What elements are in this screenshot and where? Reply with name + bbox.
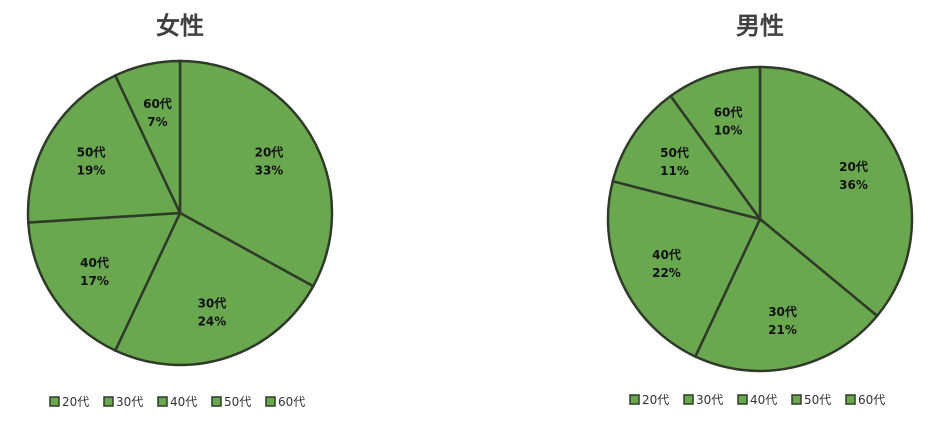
data-label-category-male-4: 60代: [714, 105, 743, 120]
data-label-percent-male-3: 11%: [660, 164, 689, 178]
data-label-percent-male-1: 21%: [768, 323, 797, 337]
legend-swatch-female-1: [103, 396, 114, 407]
legend-label-female-4: 60代: [278, 395, 305, 409]
legend-label-male-4: 60代: [858, 393, 885, 407]
pie-chart-male: 男性 20代 36% 30代 21% 40代 22% 50代 11% 60代 10% 20代 30代 40…: [606, 12, 914, 407]
data-label-percent-female-0: 33%: [255, 163, 284, 177]
pie-slice-male-60代: [668, 65, 762, 223]
legend-swatch-male-2: [737, 394, 748, 405]
pie-slice-male-30代: [693, 217, 879, 373]
pie-slice-female-40代: [26, 211, 183, 353]
legend-label-female-0: 20代: [62, 395, 89, 409]
pie-slice-male-20代: [758, 65, 914, 318]
pie-slice-female-50代: [26, 73, 182, 224]
data-label-percent-male-4: 10%: [714, 124, 743, 138]
data-label-percent-male-2: 22%: [652, 266, 681, 280]
legend-label-male-2: 40代: [750, 393, 777, 407]
legend-swatch-female-4: [265, 396, 276, 407]
legend-swatch-female-2: [157, 396, 168, 407]
data-label-percent-female-3: 19%: [77, 163, 106, 177]
data-label-percent-male-0: 36%: [839, 178, 868, 192]
pie-slice-female-20代: [178, 59, 334, 288]
legend-swatch-male-4: [845, 394, 856, 405]
legend-swatch-male-1: [683, 394, 694, 405]
pie-slice-male-50代: [611, 94, 764, 222]
legend-swatch-male-0: [629, 394, 640, 405]
legend-label-female-1: 30代: [116, 395, 143, 409]
data-label-percent-female-2: 17%: [80, 274, 109, 288]
data-label-percent-female-4: 7%: [147, 115, 167, 129]
chart-title-male: 男性: [736, 12, 784, 40]
data-label-category-female-3: 50代: [77, 144, 106, 159]
pie-slice-female-30代: [113, 211, 315, 367]
chart-title-female: 女性: [156, 12, 204, 40]
data-label-category-female-4: 60代: [143, 96, 172, 111]
pie-chart-female: 女性 20代 33% 30代 24% 40代 17% 50代 19% 60代 7% 20代 30代 40代…: [26, 12, 334, 409]
pie-slice-male-40代: [606, 179, 762, 359]
legend-swatch-male-3: [791, 394, 802, 405]
legend-swatch-female-0: [49, 396, 60, 407]
legend-label-female-2: 40代: [170, 395, 197, 409]
pie-slice-female-60代: [113, 59, 182, 214]
data-label-category-male-0: 20代: [839, 159, 868, 174]
data-label-category-female-1: 30代: [198, 295, 227, 310]
data-label-percent-female-1: 24%: [198, 314, 227, 328]
legend-label-male-3: 50代: [804, 393, 831, 407]
data-label-category-female-0: 20代: [255, 144, 284, 159]
data-label-category-male-3: 50代: [660, 145, 689, 160]
legend-swatch-female-3: [211, 396, 222, 407]
legend-label-male-0: 20代: [642, 393, 669, 407]
legend-label-male-1: 30代: [696, 393, 723, 407]
data-label-category-male-2: 40代: [652, 247, 681, 262]
legend-label-female-3: 50代: [224, 395, 251, 409]
data-label-category-male-1: 30代: [768, 304, 797, 319]
data-label-category-female-2: 40代: [80, 255, 109, 270]
